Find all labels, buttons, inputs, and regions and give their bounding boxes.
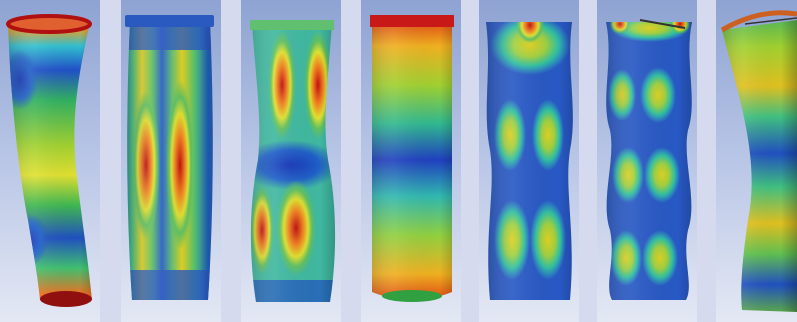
tube-5 <box>480 7 580 310</box>
tube-end <box>382 290 442 302</box>
shading <box>120 10 220 310</box>
tube-rim <box>8 16 90 32</box>
tube-2 <box>120 10 220 310</box>
tube-cap <box>125 15 214 27</box>
shading <box>598 10 698 310</box>
mode-shapes-figure <box>0 0 797 322</box>
shading <box>480 10 580 310</box>
shading <box>360 10 460 310</box>
tube-6 <box>598 10 698 310</box>
tube-end <box>40 291 92 307</box>
page: (() => { const data = JSON.parse(documen… <box>0 0 797 322</box>
tube-4 <box>360 10 460 310</box>
tube-cap <box>370 15 454 27</box>
tube-cap <box>250 20 334 30</box>
